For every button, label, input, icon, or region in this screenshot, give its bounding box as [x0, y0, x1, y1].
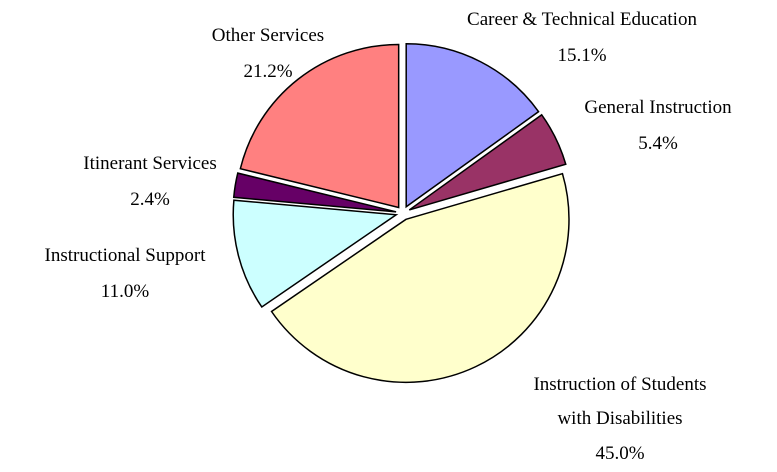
category-label: Career & Technical Education: [467, 9, 697, 30]
pie-slice: [270, 172, 570, 384]
value-label: 2.4%: [130, 189, 170, 210]
value-label: 45.0%: [595, 443, 645, 464]
pie-slice: [232, 199, 399, 308]
slice-label: Instructional Support 11.0%: [45, 238, 206, 310]
category-label: Other Services: [211, 25, 325, 46]
pie-slice: [239, 43, 400, 209]
pie-slice: [232, 172, 397, 213]
category-label: Instructional Support: [44, 245, 206, 266]
pie-slice: [405, 43, 540, 209]
slice-label: General Instruction 5.4%: [584, 90, 731, 162]
slice-label: Other Services 21.2%: [212, 18, 324, 90]
slice-label: Itinerant Services 2.4%: [83, 146, 216, 218]
value-label: 11.0%: [100, 281, 150, 302]
slice-label: Career & Technical Education 15.1%: [467, 2, 697, 74]
category-label: General Instruction: [584, 97, 732, 118]
value-label: 15.1%: [557, 45, 607, 66]
slice-label: Instruction of Students with Disabilitie…: [520, 368, 720, 472]
category-label: Itinerant Services: [83, 153, 217, 174]
pie-slice: [408, 113, 567, 211]
value-label: 21.2%: [243, 61, 293, 82]
value-label: 5.4%: [638, 133, 678, 154]
category-label: Instruction of Students with Disabilitie…: [533, 374, 707, 429]
